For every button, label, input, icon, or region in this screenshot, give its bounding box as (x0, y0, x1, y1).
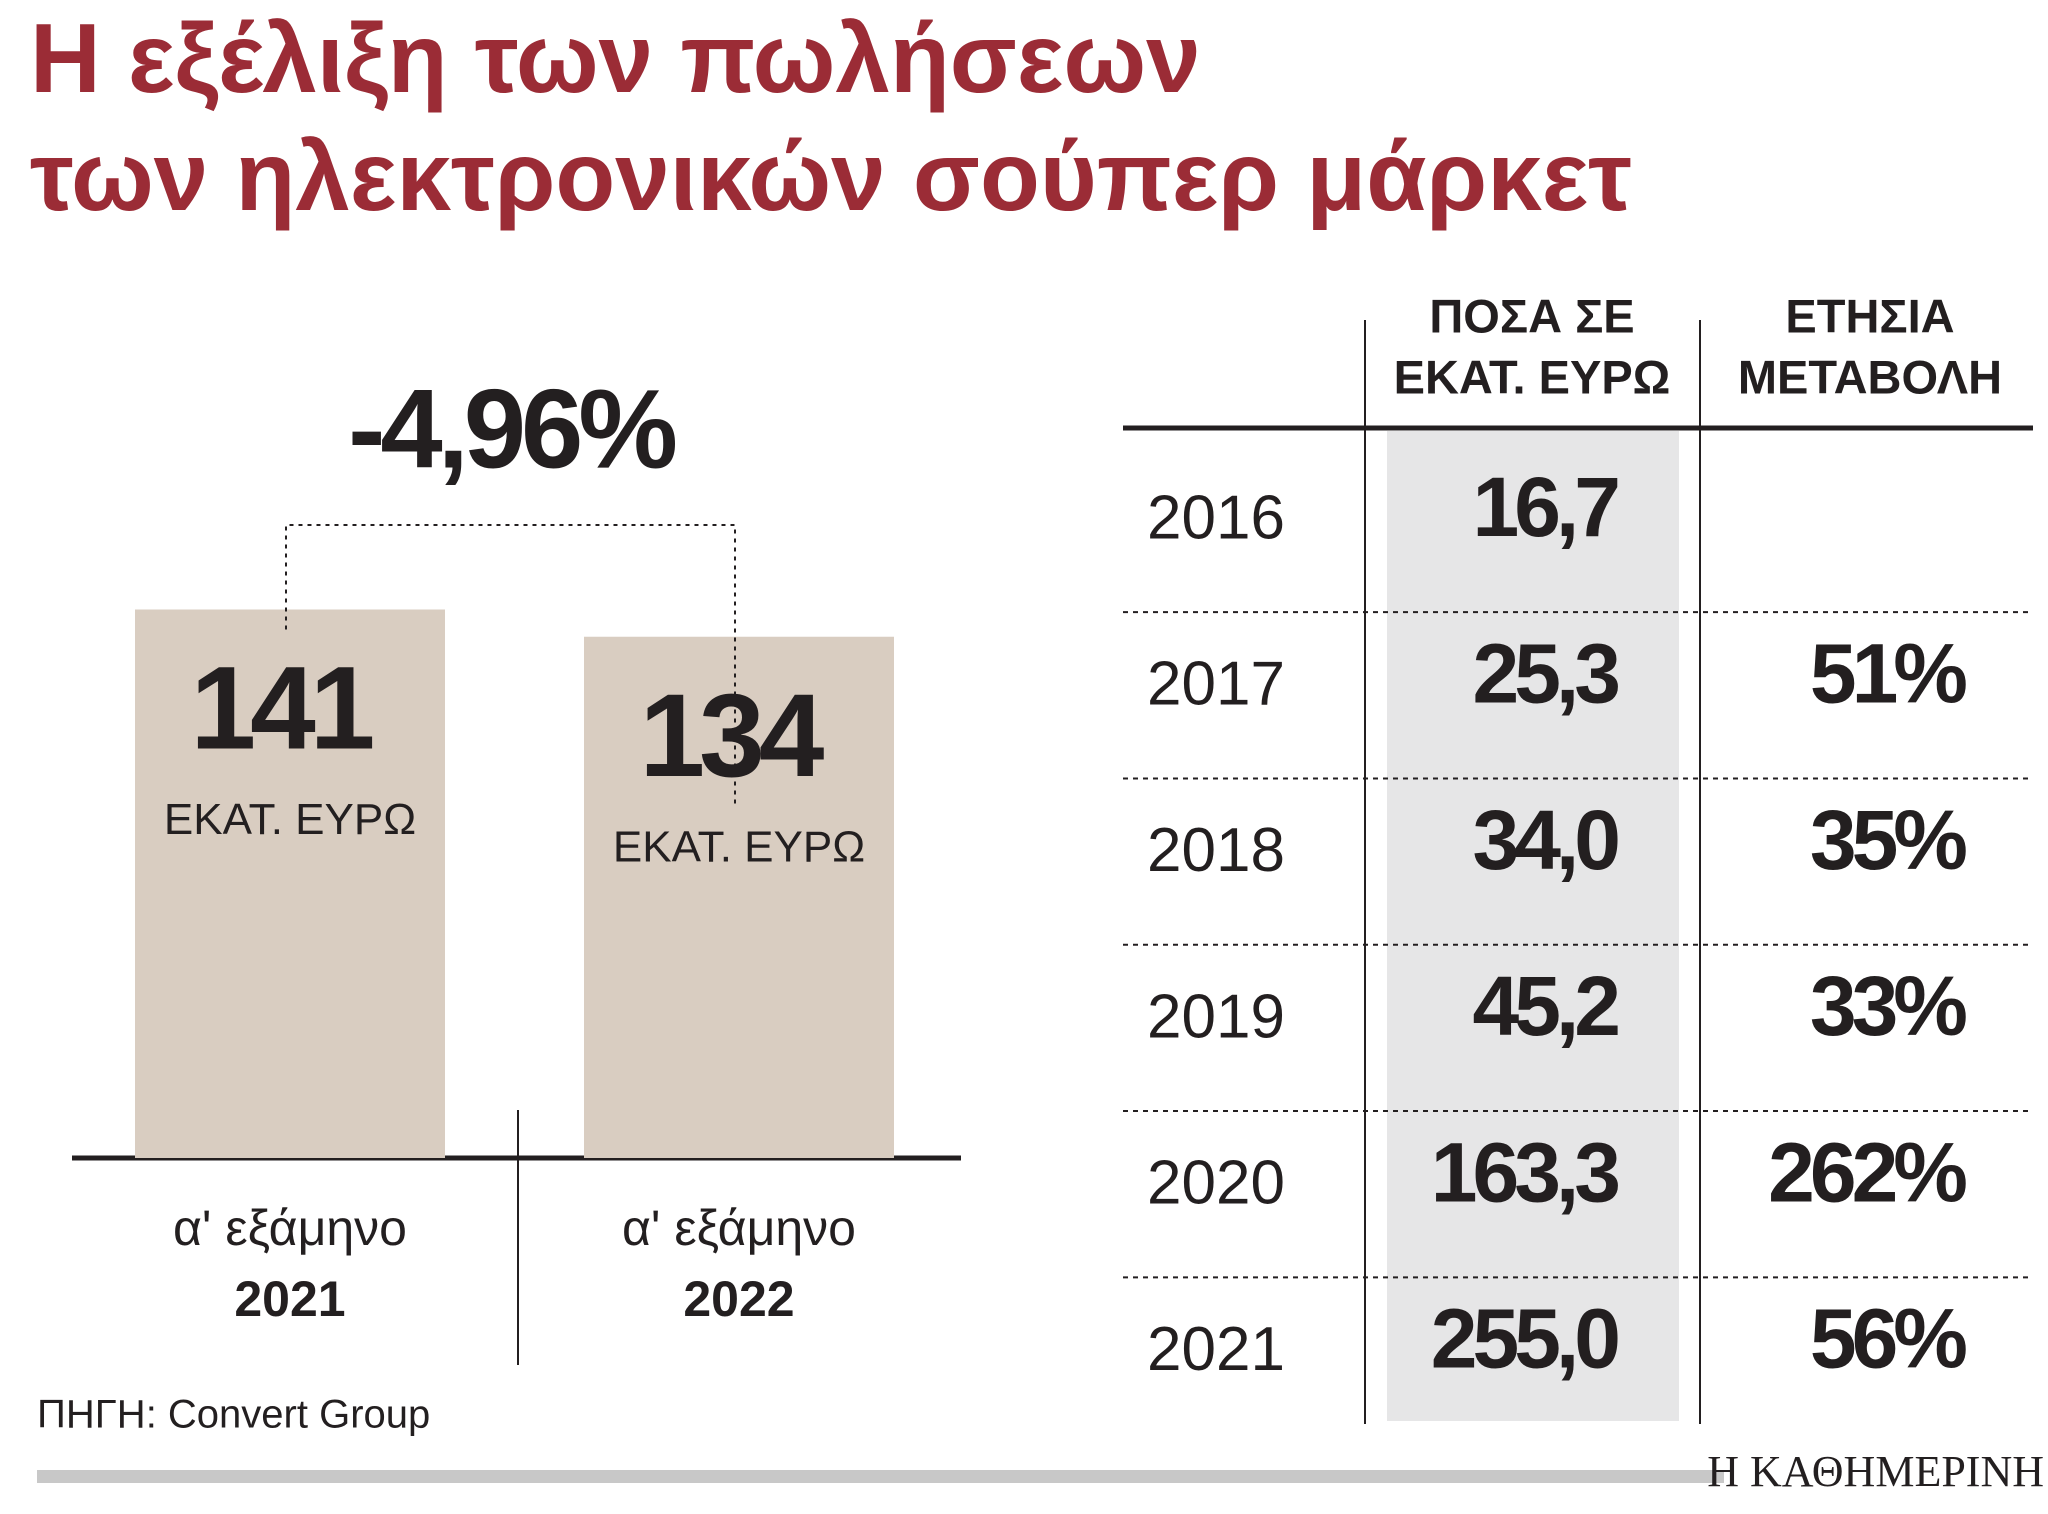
table-header: ΕΚΑΤ. ΕΥΡΩ (1394, 350, 1671, 403)
footer-rule (37, 1470, 1724, 1483)
year-cell: 2018 (1147, 816, 1285, 885)
category-year: 2021 (234, 1271, 345, 1327)
change-bracket (285, 524, 736, 807)
amount-band (1387, 431, 1679, 1421)
bar (584, 636, 894, 1158)
category-period: α' εξάμηνο (622, 1200, 856, 1256)
amount-cell: 16,7 (1473, 460, 1619, 554)
year-cell: 2021 (1147, 1315, 1285, 1384)
amount-cell: 255,0 (1431, 1292, 1618, 1386)
value-label: 141 (191, 643, 373, 775)
title-line: των ηλεκτρονικών σούπερ μάρκετ (30, 121, 1632, 231)
unit-label: ΕΚΑΤ. ΕΥΡΩ (613, 822, 865, 871)
bar (135, 609, 445, 1158)
change-label: -4,96% (348, 367, 675, 492)
category-period: α' εξάμηνο (173, 1200, 407, 1256)
change-cell: 51% (1810, 626, 1966, 720)
table-header: ΠΟΣΑ ΣΕ (1429, 289, 1634, 342)
amount-cell: 163,3 (1431, 1125, 1618, 1219)
change-cell: 56% (1810, 1292, 1966, 1386)
value-label: 134 (640, 670, 824, 802)
year-cell: 2017 (1147, 650, 1285, 719)
change-cell: 35% (1810, 793, 1966, 887)
year-cell: 2016 (1147, 483, 1285, 552)
brand: Η ΚΑΘΗΜΕΡΙΝΗ (1707, 1447, 2044, 1496)
change-cell: 33% (1810, 959, 1966, 1053)
year-cell: 2019 (1147, 982, 1285, 1051)
amount-cell: 45,2 (1473, 959, 1619, 1053)
unit-label: ΕΚΑΤ. ΕΥΡΩ (164, 795, 416, 844)
change-cell: 262% (1768, 1125, 1966, 1219)
category-year: 2022 (683, 1271, 794, 1327)
amount-cell: 34,0 (1473, 793, 1619, 887)
table-header: ΜΕΤΑΒΟΛΗ (1738, 350, 2002, 403)
source: ΠΗΓΗ: Convert Group (37, 1393, 430, 1437)
amount-cell: 25,3 (1473, 626, 1619, 720)
title-line: Η εξέλιξη των πωλήσεων (30, 3, 1201, 113)
table-header: ΕΤΗΣΙΑ (1785, 289, 1954, 342)
year-cell: 2020 (1147, 1149, 1285, 1218)
